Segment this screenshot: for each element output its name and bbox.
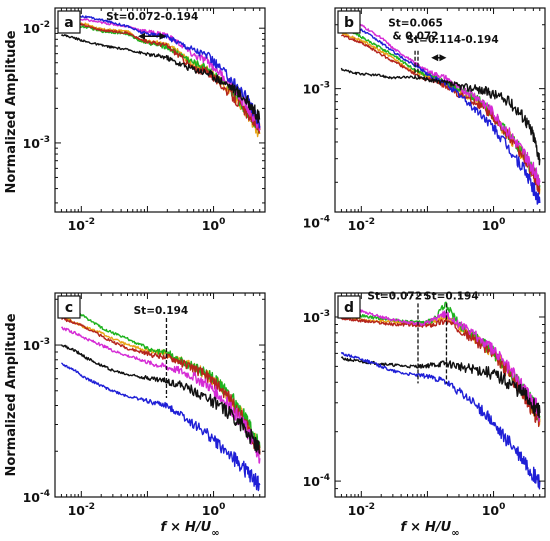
plot-frame [54, 292, 266, 498]
panel-label: c [65, 300, 73, 316]
panel-label-box [337, 10, 361, 34]
series-line-5 [341, 21, 541, 205]
series-group [340, 301, 541, 490]
annotation-text: St=0.194 [424, 290, 479, 302]
series-line-4 [340, 14, 541, 186]
y-tick-label: 10-4 [303, 473, 330, 489]
annotation-text: St=0.194 [134, 305, 189, 317]
x-tick-label: 10-2 [68, 502, 95, 518]
y-tick-label: 10-4 [303, 215, 330, 231]
series-line-2 [60, 305, 261, 450]
series-line-3 [340, 316, 541, 428]
y-tick-label: 10-2 [23, 20, 50, 36]
x-label-inf: ∞ [211, 528, 219, 539]
x-tick-label: 10-2 [68, 217, 95, 233]
series-group [340, 14, 541, 205]
x-label-f: f [400, 520, 408, 535]
panel-label-box [337, 295, 361, 319]
panel-label: b [344, 15, 354, 31]
annotation-arrowhead [137, 32, 145, 40]
annotation-text: St=0.072-0.194 [106, 11, 198, 23]
y-tick-label: 10-3 [23, 337, 50, 353]
series-line-3 [340, 34, 541, 195]
panel-c: 10-2 100 10-3 10-4 c St=0.194 [23, 292, 266, 518]
x-label-f: f [160, 520, 168, 535]
annotation-arrowhead [159, 32, 167, 40]
series-line-1 [61, 19, 261, 138]
annotation-text: St=0.065 [388, 18, 443, 30]
series-line-3 [60, 21, 261, 134]
annotation-text: St=0.072 [367, 290, 422, 302]
plot-frame [54, 7, 266, 213]
x-tick-label: 100 [202, 502, 226, 518]
x-label-times: × [410, 520, 421, 535]
panel-label-box [57, 295, 81, 319]
panel-b: 10-2 100 10-3 10-4 b St=0.065& 0.072St=0.114-… [303, 7, 546, 233]
y-tick-label: 10-3 [23, 135, 50, 151]
annotation-text: & 0.072 [392, 31, 438, 43]
x-tick-label: 100 [482, 217, 506, 233]
x-tick-label: 10-2 [348, 217, 375, 233]
x-axis-label-right: f × H/U∞ [400, 520, 459, 539]
annotation-arrowhead [431, 54, 439, 62]
series-line-6 [340, 67, 541, 166]
series-line-6 [60, 34, 261, 124]
plot-frame [334, 7, 546, 213]
series-line-1 [60, 312, 261, 456]
x-axis-label-left: f × H/U∞ [160, 520, 219, 539]
series-line-3 [61, 316, 261, 455]
series-line-5 [60, 344, 261, 454]
series-group [60, 11, 261, 138]
x-label-times: × [170, 520, 181, 535]
x-tick-label: 100 [202, 217, 226, 233]
panel-d: 10-2 100 10-3 10-4 d St=0.072 St=0.194 [303, 290, 546, 518]
panel-label-box [57, 10, 81, 34]
panel-label: d [344, 300, 354, 316]
annotation-text: St=0.114-0.194 [406, 34, 498, 46]
x-tick-label: 10-2 [348, 502, 375, 518]
series-line-2 [341, 28, 541, 189]
panel-a: 10-2 100 10-2 10-3 a St=0.072-0.194 [23, 7, 266, 233]
panel-label: a [64, 15, 73, 31]
plot-frame [334, 292, 546, 498]
x-label-hu: H/U [185, 520, 212, 535]
annotation-arrowhead [439, 54, 447, 62]
x-label-inf: ∞ [451, 528, 459, 539]
y-tick-label: 10-3 [303, 81, 330, 97]
series-line-5 [61, 11, 261, 129]
x-tick-label: 100 [482, 502, 506, 518]
y-axis-label-top: Normalized Amplitude [4, 30, 19, 193]
series-line-6 [60, 362, 261, 492]
series-line-4 [60, 326, 261, 464]
y-tick-label: 10-3 [303, 309, 330, 325]
x-label-hu: H/U [425, 520, 452, 535]
y-tick-label: 10-4 [23, 489, 50, 505]
y-axis-label-bottom: Normalized Amplitude [4, 313, 19, 476]
series-group [60, 305, 261, 492]
